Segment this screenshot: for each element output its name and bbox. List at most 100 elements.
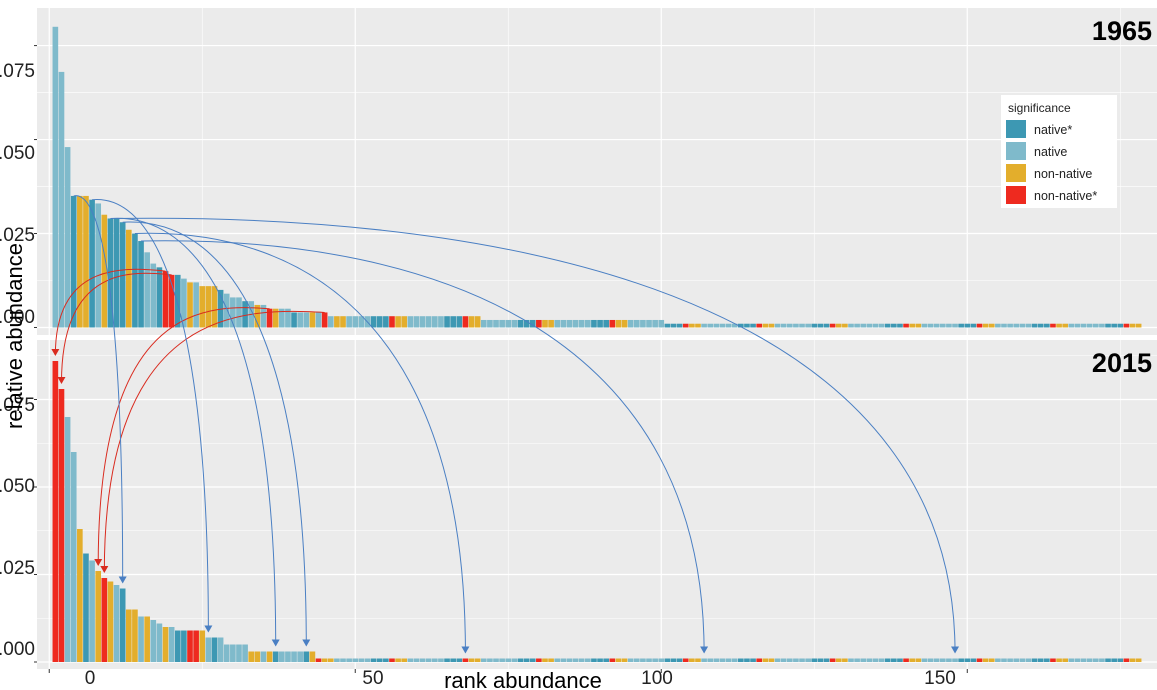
bar-2015-rank-38 [278,651,285,662]
rank-shift-arrowhead [51,349,60,356]
bar-2015-rank-111 [725,658,732,662]
bar-1965-rank-150 [964,323,971,328]
rank-shift-arrowhead [94,559,103,566]
bar-1965-rank-25 [199,286,206,328]
bar-1965-rank-137 [884,323,891,328]
bar-1965-rank-85 [566,319,573,328]
bar-1965-rank-81 [542,319,548,328]
bar-1965-rank-47 [334,316,340,328]
bar-2015-rank-11 [113,585,120,662]
bar-2015-rank-91 [603,658,609,662]
bar-2015-rank-100 [658,658,665,662]
x-tick-label: 100 [641,668,673,689]
bar-2015-rank-114 [744,658,750,662]
bar-2015-rank-12 [119,588,126,662]
bar-1965-rank-144 [927,323,934,328]
bar-1965-rank-119 [774,323,781,328]
bar-1965-rank-6 [83,195,89,328]
bar-1965-rank-77 [517,319,524,328]
rank-shift-curve [60,272,172,384]
bar-2015-rank-59 [407,658,414,662]
bar-1965-rank-149 [958,323,964,328]
bar-2015-rank-133 [860,658,867,662]
bar-1965-rank-42 [303,312,310,328]
bar-2015-rank-134 [866,658,873,662]
bar-1965-rank-93 [615,319,622,328]
rank-shift-arrowhead [461,646,470,654]
bar-2015-rank-31 [236,644,242,662]
bar-1965-rank-7 [89,199,95,328]
bar-1965-rank-163 [1044,323,1050,328]
bar-1965-rank-78 [523,319,530,328]
bar-2015-rank-146 [939,658,946,662]
bar-2015-rank-81 [542,658,548,662]
bar-1965-rank-54 [376,316,383,328]
bar-1965-rank-103 [676,323,683,328]
bar-2015-rank-177 [1129,658,1136,662]
bar-2015-rank-93 [615,658,622,662]
rank-shift-curve [116,217,956,653]
y-tick-label: 0.050 [0,476,35,497]
bar-2015-rank-155 [995,658,1001,662]
bar-1965-rank-161 [1031,323,1038,328]
bar-1965-rank-178 [1135,323,1142,328]
bar-1965-rank-49 [346,316,352,328]
x-tick-labels: 0 50 100 150 [85,668,956,689]
bar-1965-rank-74 [499,319,505,328]
bar-2015-rank-95 [627,658,634,662]
bar-1965-rank-14 [132,233,138,328]
bar-2015-rank-178 [1135,658,1142,662]
bar-1965-rank-31 [236,297,242,328]
bar-1965-rank-55 [383,316,389,328]
bar-1965-rank-105 [689,323,695,328]
bar-1965-rank-43 [309,312,316,328]
bar-1965-rank-151 [970,323,977,328]
bar-2015-rank-172 [1099,658,1105,662]
bar-1965-rank-160 [1025,323,1032,328]
bar-1965-rank-136 [878,323,885,328]
bar-2015-rank-118 [768,658,775,662]
legend-swatch-non-native-star [1006,186,1026,204]
bar-2015-rank-86 [572,658,579,662]
bar-1965-rank-99 [652,319,658,328]
bar-2015-rank-73 [493,658,499,662]
bar-2015-rank-165 [1056,658,1062,662]
bar-1965-rank-158 [1013,323,1020,328]
bar-1965-rank-143 [921,323,928,328]
bar-1965-rank-95 [627,319,634,328]
bar-2015-rank-136 [878,658,885,662]
bar-2015-rank-35 [260,651,267,662]
y-tick-labels-1965: 0.000 0.025 0.050 0.075 [0,61,35,328]
bar-1965-rank-38 [278,308,285,328]
bar-2015-rank-101 [664,658,671,662]
bar-2015-rank-3 [64,417,71,662]
bar-1965-rank-79 [529,319,536,328]
bar-1965-rank-97 [640,319,646,328]
legend: significance native* native non-native n… [1001,95,1117,208]
bar-2015-rank-143 [921,658,928,662]
bar-1965-rank-115 [750,323,756,328]
bar-1965-rank-111 [725,323,732,328]
bar-1965-rank-124 [805,323,811,328]
bar-2015-rank-141 [909,658,916,662]
bar-2015-rank-121 [786,658,793,662]
bar-1965-rank-90 [597,319,603,328]
bar-2015-rank-17 [150,620,157,662]
bar-1965-rank-153 [982,323,989,328]
bar-2015-rank-42 [303,651,310,662]
x-axis-title: rank abundance [444,668,602,690]
bar-2015-rank-149 [958,658,964,662]
bar-2015-rank-176 [1123,658,1130,662]
bar-1965-rank-173 [1105,323,1111,328]
bar-1965-rank-53 [370,316,377,328]
bar-2015-rank-55 [383,658,389,662]
bar-2015-rank-34 [254,651,261,662]
bar-1965-rank-76 [511,319,518,328]
bar-2015-rank-168 [1074,658,1081,662]
bar-2015-rank-56 [389,658,395,662]
bar-2015-rank-92 [609,658,616,662]
bar-1965-rank-164 [1050,323,1056,328]
bar-2015-rank-5 [77,529,83,662]
bar-1965-rank-83 [554,319,561,328]
bar-2015-rank-152 [976,658,983,662]
